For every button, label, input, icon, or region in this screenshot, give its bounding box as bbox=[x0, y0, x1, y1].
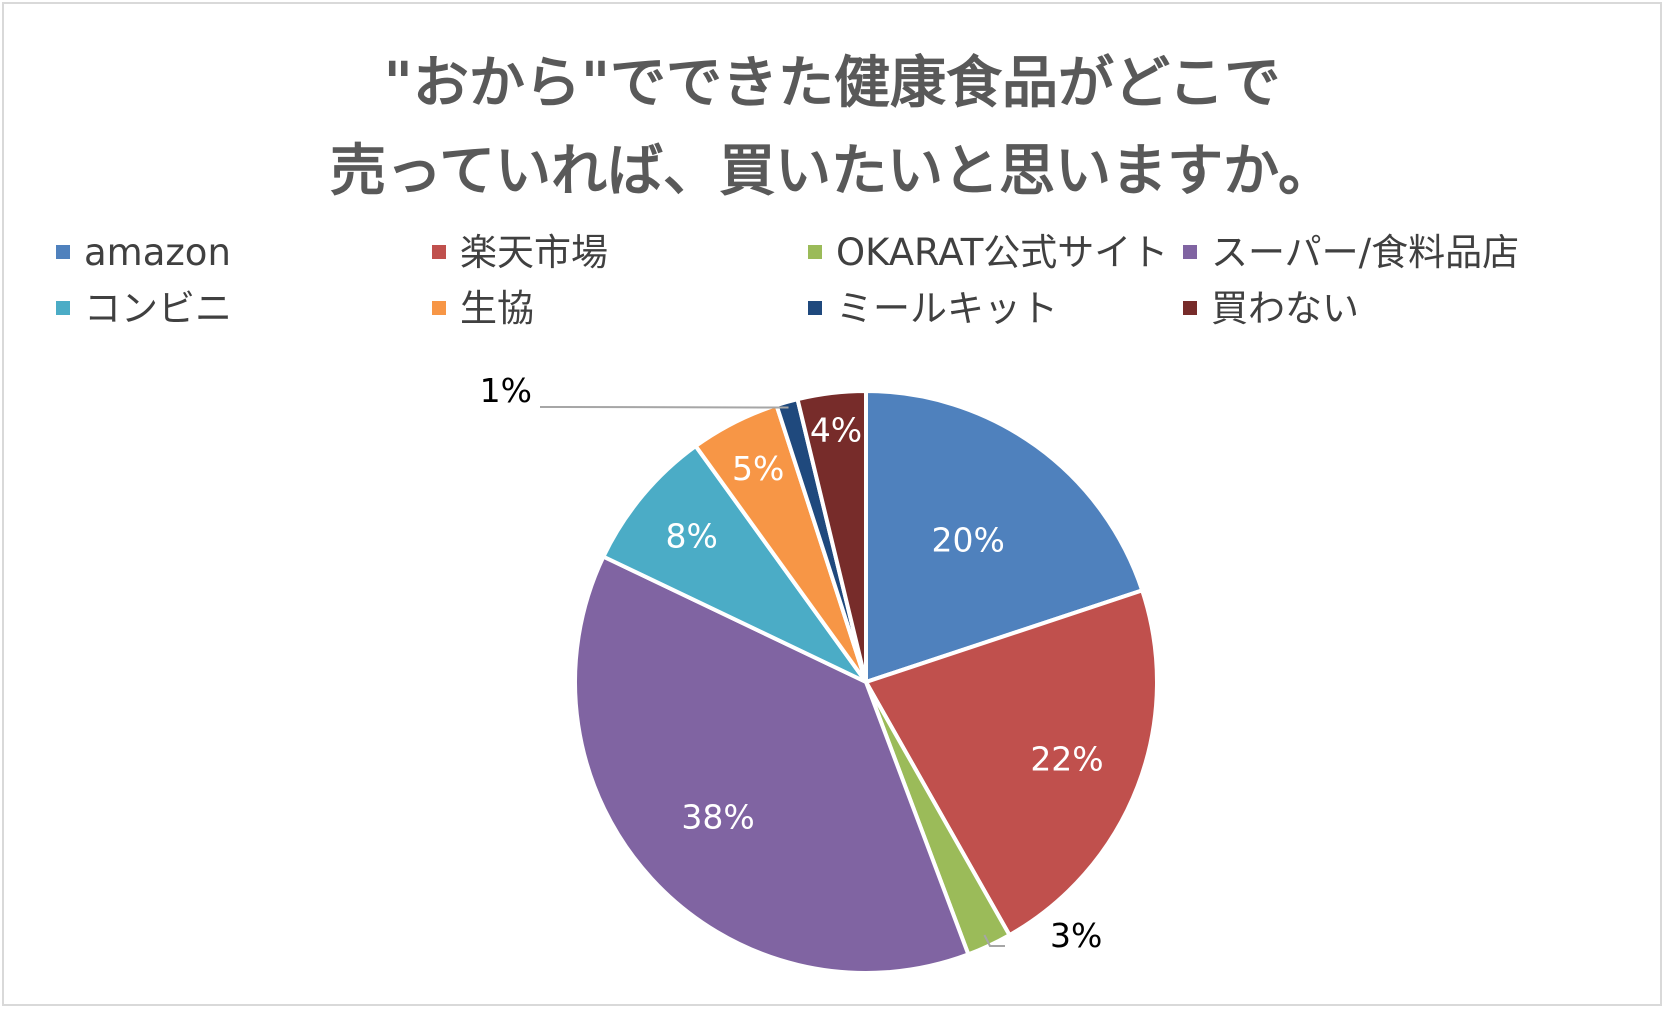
chart-title: "おから"でできた健康食品がどこで 売っていれば、買いたいと思いますか。 bbox=[0, 40, 1664, 216]
pie-slice bbox=[795, 389, 868, 684]
legend-swatch bbox=[1183, 300, 1197, 315]
legend-label: 生協 bbox=[460, 287, 534, 330]
data-label: 38% bbox=[681, 798, 754, 837]
chart-title-line-2: 売っていれば、買いたいと思いますか。 bbox=[329, 139, 1335, 204]
legend-swatch bbox=[432, 300, 446, 315]
legend-item-meal-kit: ミールキット bbox=[808, 285, 1058, 333]
data-label: 4% bbox=[810, 411, 862, 450]
data-label: 20% bbox=[932, 520, 1005, 559]
legend-item-coop: 生協 bbox=[432, 285, 534, 333]
legend-item-supermarket: スーパー/食料品店 bbox=[1183, 229, 1519, 277]
legend-swatch bbox=[808, 300, 822, 315]
legend-swatch bbox=[1183, 244, 1197, 259]
legend-swatch bbox=[56, 244, 70, 259]
leader-line bbox=[983, 934, 1005, 947]
legend-item-okarat: OKARAT公式サイト bbox=[808, 229, 1168, 277]
data-label: 22% bbox=[1030, 739, 1103, 778]
data-label: 5% bbox=[732, 449, 784, 488]
pie-slice bbox=[864, 588, 1159, 938]
leader-line bbox=[540, 406, 789, 409]
pie-slice bbox=[864, 389, 1145, 684]
legend-label: スーパー/食料品店 bbox=[1211, 231, 1520, 274]
legend-label: コンビニ bbox=[84, 287, 232, 330]
legend-item-wont-buy: 買わない bbox=[1183, 285, 1359, 333]
legend-swatch bbox=[808, 244, 822, 259]
legend-swatch bbox=[56, 300, 70, 315]
legend-item-rakuten: 楽天市場 bbox=[432, 229, 608, 277]
pie-slice bbox=[573, 554, 971, 975]
legend-item-amazon: amazon bbox=[56, 229, 231, 277]
legend-label: OKARAT公式サイト bbox=[836, 231, 1169, 274]
data-label: 8% bbox=[666, 517, 718, 556]
legend-label: 楽天市場 bbox=[460, 231, 608, 274]
legend-label: 買わない bbox=[1211, 287, 1359, 330]
legend-label: ミールキット bbox=[836, 287, 1058, 330]
data-label: 1% bbox=[480, 371, 532, 410]
legend-item-convenience: コンビニ bbox=[56, 285, 232, 333]
chart-title-line-1: "おから"でできた健康食品がどこで bbox=[383, 51, 1281, 116]
legend-swatch bbox=[432, 244, 446, 259]
legend-label: amazon bbox=[84, 231, 231, 274]
pie-slice bbox=[601, 444, 868, 684]
data-label: 3% bbox=[1050, 916, 1102, 955]
